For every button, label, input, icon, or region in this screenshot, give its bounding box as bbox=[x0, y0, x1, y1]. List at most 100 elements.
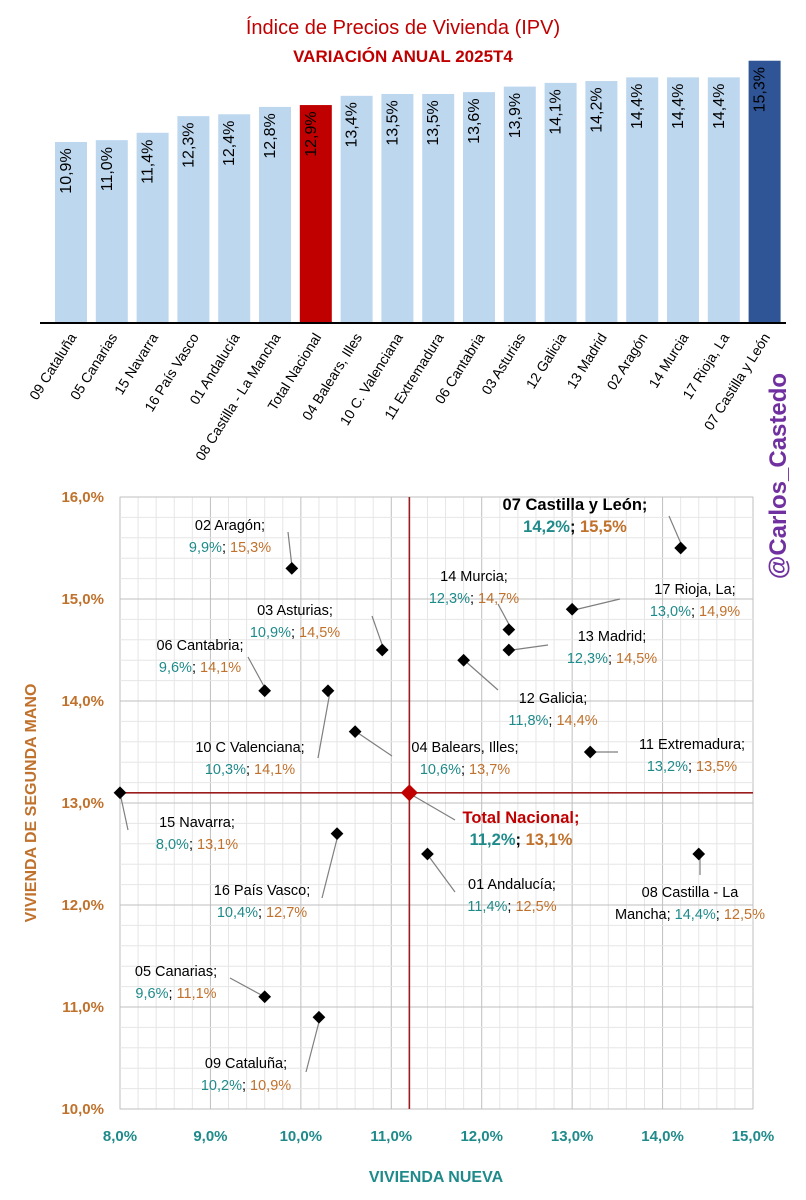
leader-line bbox=[119, 792, 129, 831]
leader-line bbox=[357, 732, 393, 757]
x-tick-label: 11,0% bbox=[370, 1128, 412, 1145]
x-axis-label: VIVIENDA NUEVA bbox=[369, 1169, 504, 1186]
point-value-label: 13,0%; 14,9% bbox=[650, 604, 740, 620]
leader-line bbox=[229, 977, 266, 998]
x-tick-label: 14,0% bbox=[641, 1128, 684, 1145]
point-value-label: 9,6%; 14,1% bbox=[159, 660, 241, 676]
bar-value-label: 10,9% bbox=[58, 148, 75, 193]
bar-value-label: 13,6% bbox=[466, 98, 483, 143]
bar-value-label: 14,2% bbox=[588, 87, 605, 132]
bar-category-label: 13 Madrid bbox=[563, 330, 610, 391]
bar-2 bbox=[136, 132, 169, 323]
bar-category-label: 12 Galicia bbox=[523, 330, 570, 391]
reference-lines bbox=[120, 497, 753, 1109]
bar-value-label: 13,5% bbox=[384, 100, 401, 145]
bar-category-label: 14 Murcia bbox=[645, 330, 691, 391]
x-tick-label: 10,0% bbox=[280, 1128, 323, 1145]
point-value-label: 13,2%; 13,5% bbox=[647, 759, 737, 775]
point-name-label: 16 País Vasco; bbox=[214, 883, 310, 899]
point-value-label: 11,2%; 13,1% bbox=[470, 831, 573, 849]
point-value-label: 9,9%; 15,3% bbox=[189, 540, 271, 556]
bar-value-label: 13,9% bbox=[507, 93, 524, 138]
bar-value-label: 13,4% bbox=[344, 102, 361, 147]
point-value-label: 10,2%; 10,9% bbox=[201, 1078, 291, 1094]
leader-line bbox=[668, 515, 683, 547]
author-handle: @Carlos_Castedo bbox=[765, 373, 792, 579]
leader-line bbox=[463, 659, 499, 691]
bar-11 bbox=[503, 86, 536, 323]
gridlines bbox=[119, 496, 754, 1110]
point-name-label: 13 Madrid; bbox=[578, 629, 647, 645]
bar-value-label: 15,3% bbox=[752, 67, 769, 112]
bar-15 bbox=[667, 77, 699, 323]
leader-line bbox=[287, 531, 293, 568]
point-value-label: 10,9%; 14,5% bbox=[250, 625, 340, 641]
y-tick-label: 12,0% bbox=[61, 897, 104, 914]
leader-line bbox=[573, 598, 621, 611]
y-tick-label: 10,0% bbox=[61, 1101, 104, 1118]
point-name-label: 03 Asturias; bbox=[257, 603, 333, 619]
bar-value-label: 14,4% bbox=[711, 84, 728, 129]
bar-4 bbox=[218, 114, 251, 323]
bar-7 bbox=[340, 95, 373, 323]
bar-value-label: 12,3% bbox=[180, 122, 197, 167]
point-value-label: 10,4%; 12,7% bbox=[217, 905, 307, 921]
bar-value-label: 12,8% bbox=[262, 113, 279, 158]
bar-category-label: 02 Aragón bbox=[603, 330, 650, 393]
y-tick-label: 15,0% bbox=[61, 591, 104, 608]
point-value-label: 11,8%; 14,4% bbox=[508, 713, 597, 729]
y-tick-label: 11,0% bbox=[62, 999, 104, 1016]
point-name-label: 10 C Valenciana; bbox=[195, 740, 304, 756]
y-axis-label: VIVIENDA DE SEGUNDA MANO bbox=[23, 684, 40, 923]
y-tick-label: 14,0% bbox=[61, 693, 104, 710]
bar-3 bbox=[177, 116, 210, 323]
bar-value-label: 14,4% bbox=[629, 84, 646, 129]
point-name-label: 17 Rioja, La; bbox=[654, 582, 735, 598]
point-name-label: 11 Extremadura; bbox=[639, 737, 745, 753]
x-tick-label: 15,0% bbox=[732, 1128, 775, 1145]
bar-chart-subtitle: VARIACIÓN ANUAL 2025T4 bbox=[293, 47, 513, 66]
point-name-label: 01 Andalucía; bbox=[468, 877, 556, 893]
point-name-label: Total Nacional; bbox=[462, 809, 579, 827]
point-value-label: 14,2%; 15,5% bbox=[523, 518, 627, 536]
leader-line bbox=[305, 1017, 321, 1073]
leader-line bbox=[317, 691, 331, 759]
bar-5 bbox=[259, 106, 291, 323]
bar-1 bbox=[95, 140, 128, 323]
bar-12 bbox=[544, 82, 577, 324]
bar-chart: Índice de Precios de Vivienda (IPV) VARI… bbox=[26, 16, 786, 463]
leader-line bbox=[429, 857, 456, 893]
point-name-label: 05 Canarias; bbox=[135, 964, 217, 980]
y-tick-label: 16,0% bbox=[61, 489, 104, 506]
point-name-label: 04 Balears, Illes; bbox=[411, 740, 518, 756]
axis-ticks: 8,0% 9,0% 10,0% 11,0% 12,0% 13,0% 14,0% 15,0% 10… bbox=[61, 489, 774, 1145]
point-value-label: 10,3%; 14,1% bbox=[205, 762, 295, 778]
point-name-label: 12 Galicia; bbox=[519, 691, 588, 707]
bar-value-label: 12,4% bbox=[221, 121, 238, 166]
bar-value-label: 13,5% bbox=[425, 100, 442, 145]
point-name-label: 06 Cantabria; bbox=[156, 638, 243, 654]
bar-16 bbox=[707, 77, 740, 323]
point-name-label: 02 Aragón; bbox=[195, 518, 265, 534]
x-tick-label: 12,0% bbox=[460, 1128, 503, 1145]
point-value-label: 11,4%; 12,5% bbox=[467, 899, 556, 915]
y-tick-label: 13,0% bbox=[61, 795, 104, 812]
bar-14 bbox=[626, 77, 659, 323]
bar-13 bbox=[585, 81, 618, 323]
point-value-label: 12,3%; 14,5% bbox=[567, 651, 657, 667]
x-tick-label: 13,0% bbox=[551, 1128, 594, 1145]
bar-6 bbox=[299, 105, 332, 323]
scatter-chart: 8,0% 9,0% 10,0% 11,0% 12,0% 13,0% 14,0% 15,0% 10… bbox=[23, 489, 774, 1186]
point-name-label: 07 Castilla y León; bbox=[503, 496, 648, 514]
point-name-label: 15 Navarra; bbox=[159, 815, 235, 831]
bar-value-label: 11,0% bbox=[99, 147, 116, 191]
point-name-label: 08 Castilla - La bbox=[642, 885, 740, 901]
point-name-label: 14 Murcia; bbox=[440, 569, 508, 585]
bar-value-label: 14,4% bbox=[670, 84, 687, 129]
point-value-label: 8,0%; 13,1% bbox=[156, 837, 238, 853]
point-value-label: 12,3%; 14,7% bbox=[429, 591, 519, 607]
x-tick-label: 9,0% bbox=[193, 1128, 227, 1145]
bar-chart-title: Índice de Precios de Vivienda (IPV) bbox=[246, 16, 560, 39]
